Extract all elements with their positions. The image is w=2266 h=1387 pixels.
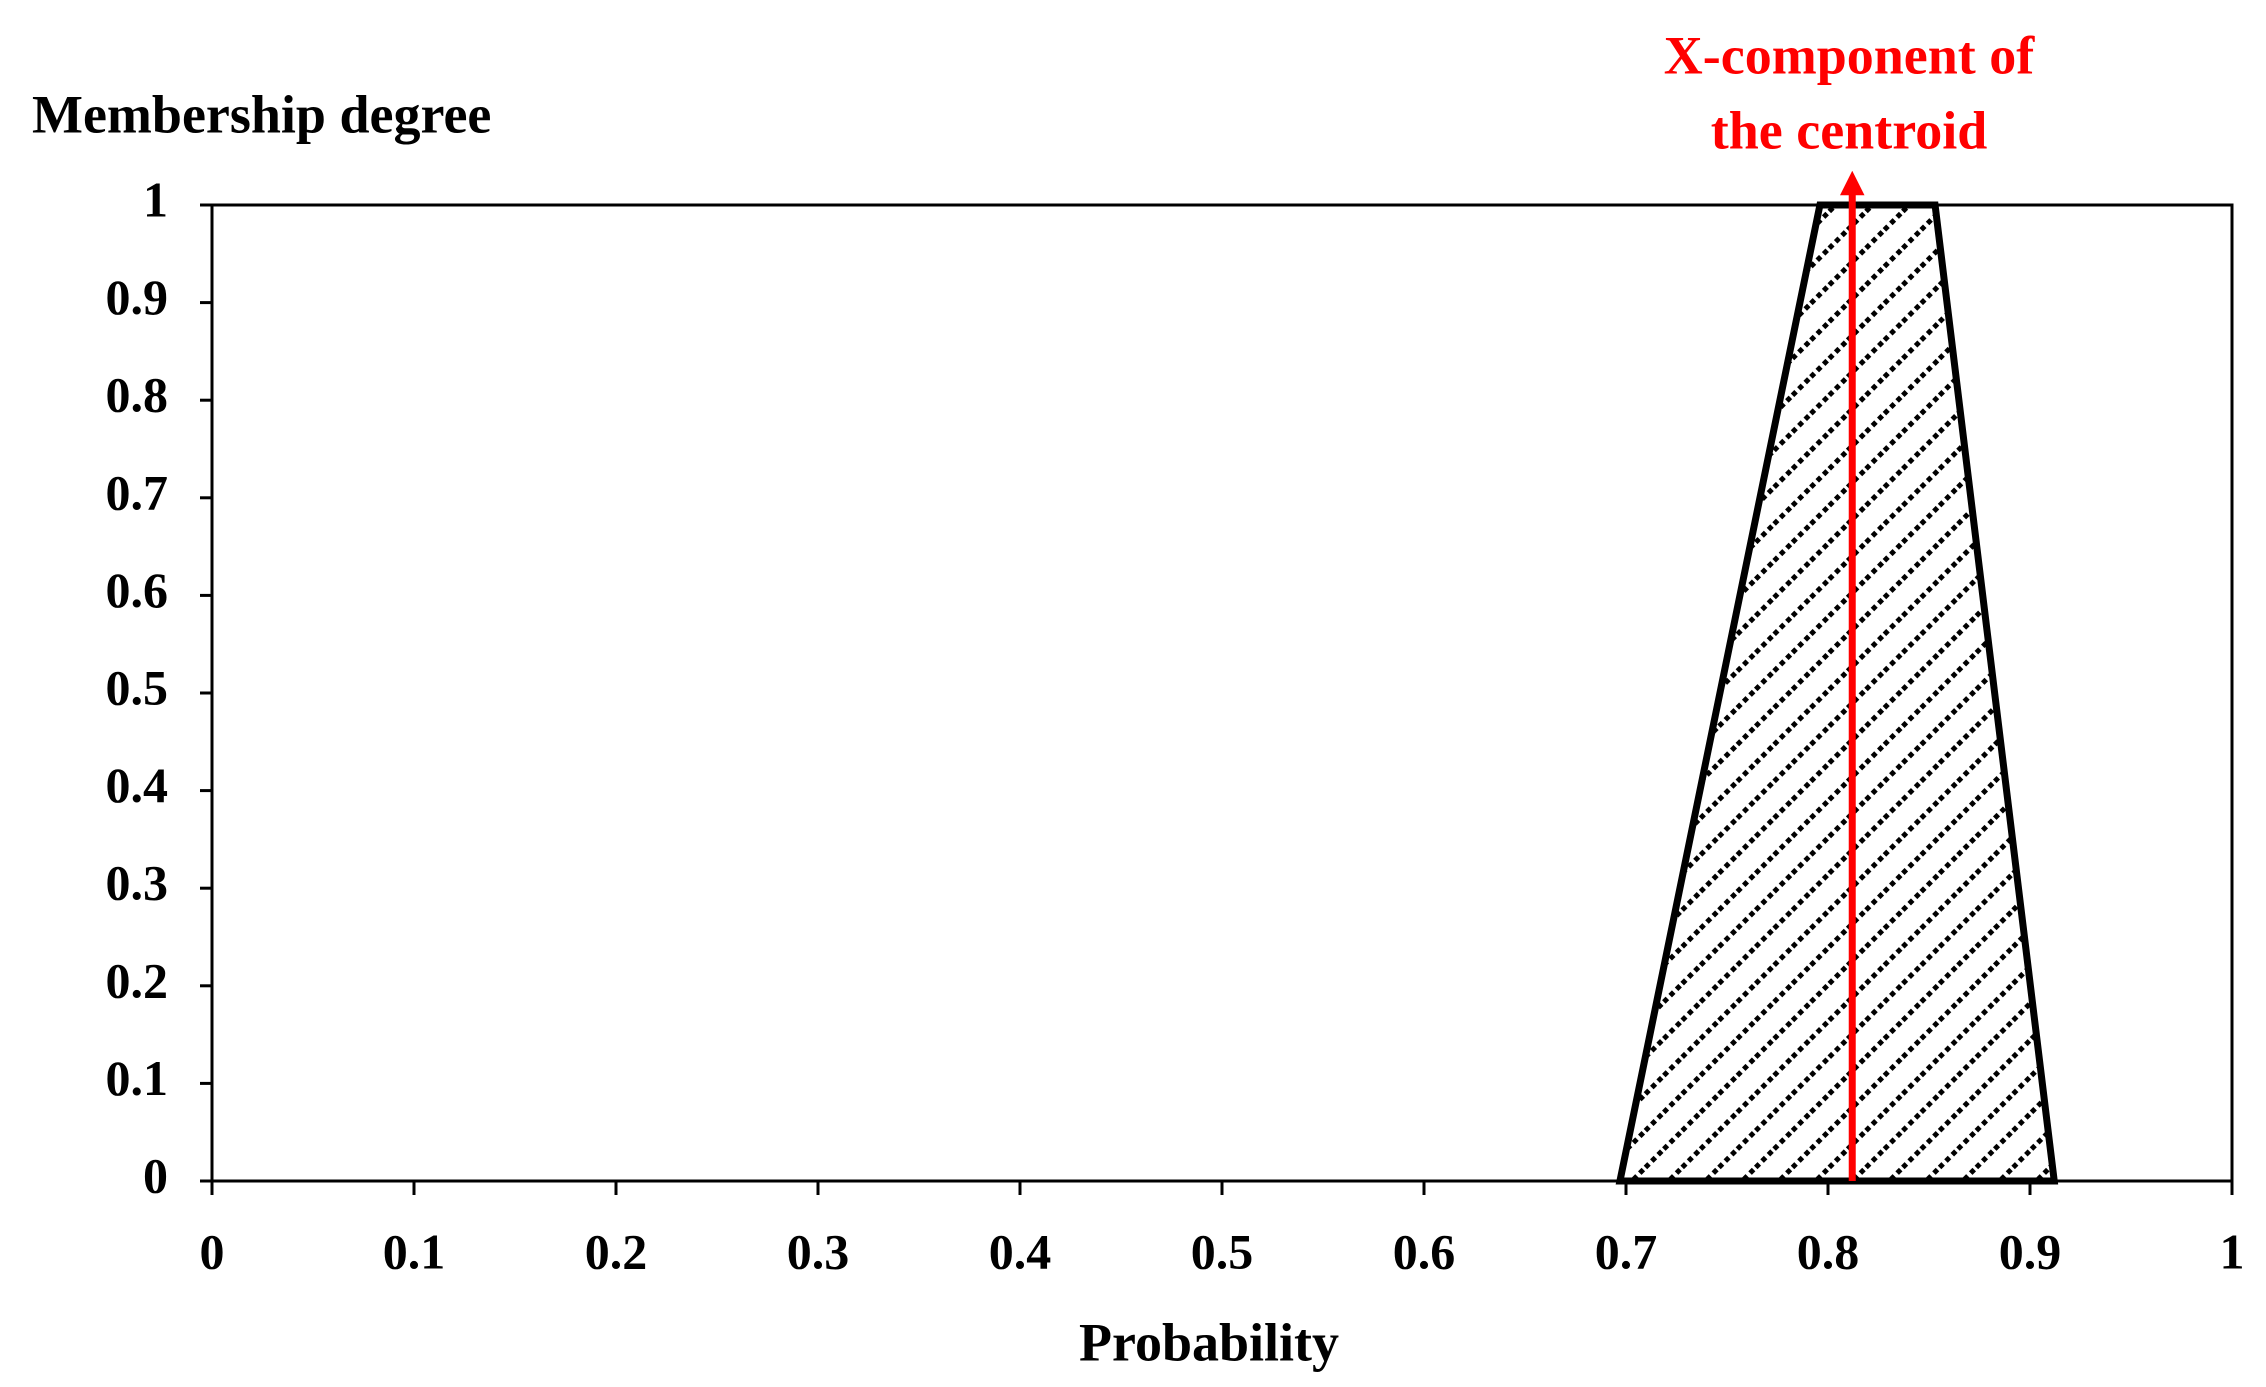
x-axis-title: Probability [1079,1312,1339,1372]
y-axis-title: Membership degree [32,84,491,144]
annotation: the centroid [1711,100,1987,160]
x-tick-label: 0.2 [585,1223,648,1279]
y-tick-label: 0.3 [106,855,169,911]
x-tick-label: 0.7 [1595,1223,1658,1279]
x-tick-label: 0.8 [1797,1223,1860,1279]
y-tick-label: 0.7 [106,464,169,520]
y-tick-label: 0.4 [106,757,169,813]
x-tick-label: 1 [2220,1223,2245,1279]
y-tick-label: 0.6 [106,562,169,618]
y-tick-label: 0 [143,1147,168,1203]
y-tick-label: 0.2 [106,952,169,1008]
x-tick-label: 0.4 [989,1223,1052,1279]
x-tick-label: 0.5 [1191,1223,1254,1279]
y-tick-label: 0.5 [106,659,169,715]
x-tick-label: 0 [200,1223,225,1279]
y-tick-label: 0.9 [106,269,169,325]
x-tick-label: 0.3 [787,1223,850,1279]
annotation: X-component of [1664,25,2035,85]
fuzzy-area [1615,201,2059,1185]
x-tick-label: 0.1 [383,1223,446,1279]
y-tick-label: 0.1 [106,1050,169,1106]
x-tick-label: 0.6 [1393,1223,1456,1279]
y-tick-label: 0.8 [106,367,169,423]
x-tick-label: 0.9 [1999,1223,2062,1279]
y-tick-label: 1 [143,171,168,227]
